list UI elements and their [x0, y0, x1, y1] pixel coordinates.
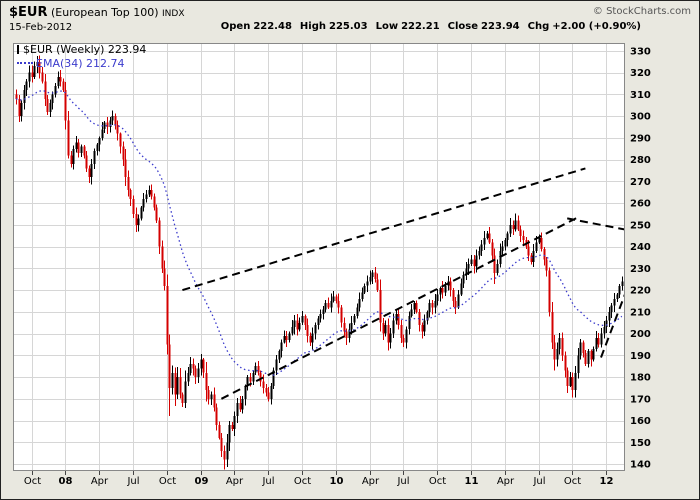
svg-text:08: 08	[59, 476, 73, 487]
svg-text:09: 09	[195, 476, 209, 487]
svg-text:250: 250	[630, 220, 651, 231]
grid-lines	[13, 43, 625, 471]
svg-text:Jul: Jul	[532, 476, 545, 487]
chart-date: 15-Feb-2012	[9, 22, 73, 33]
svg-text:220: 220	[630, 286, 651, 297]
ema-line-icon	[17, 62, 33, 64]
svg-text:Oct: Oct	[24, 476, 41, 487]
svg-text:Jul: Jul	[261, 476, 274, 487]
svg-text:140: 140	[630, 460, 651, 471]
trendlines	[182, 167, 625, 400]
svg-text:240: 240	[630, 242, 651, 253]
svg-text:Apr: Apr	[497, 476, 515, 487]
svg-text:320: 320	[630, 68, 651, 79]
title-line: $EUR (European Top 100) INDX	[9, 5, 185, 20]
svg-text:200: 200	[630, 329, 651, 340]
svg-text:310: 310	[630, 90, 651, 101]
symbol: $EUR	[9, 5, 48, 20]
symbol-name: (European Top 100)	[51, 6, 159, 19]
svg-text:Apr: Apr	[362, 476, 380, 487]
svg-text:170: 170	[630, 394, 651, 405]
svg-text:Oct: Oct	[294, 476, 311, 487]
svg-text:270: 270	[630, 177, 651, 188]
svg-text:Jul: Jul	[126, 476, 139, 487]
svg-text:180: 180	[630, 373, 651, 384]
header-left: $EUR (European Top 100) INDX 15-Feb-2012	[9, 5, 185, 33]
svg-text:150: 150	[630, 438, 651, 449]
chg-label: Chg	[527, 21, 550, 32]
low-label: Low	[375, 21, 399, 32]
svg-text:330: 330	[630, 47, 651, 58]
candle-icon	[17, 45, 19, 54]
y-axis-labels: 140 150 160 170 180 190 200 210 220 230 240 250 260 2…	[630, 47, 651, 471]
legend-ema-row: EMA(34) 212.74	[17, 57, 146, 71]
svg-text:230: 230	[630, 264, 651, 275]
svg-text:Oct: Oct	[564, 476, 581, 487]
close-value: 223.94	[481, 21, 520, 32]
svg-text:160: 160	[630, 416, 651, 427]
svg-text:Oct: Oct	[429, 476, 446, 487]
candlesticks	[15, 55, 624, 470]
close-label: Close	[447, 21, 479, 32]
legend-main-row: $EUR (Weekly) 223.94	[17, 43, 146, 57]
legend-main-label: $EUR (Weekly) 223.94	[23, 43, 147, 56]
open-value: 222.48	[253, 21, 292, 32]
legend-ema-label: EMA(34) 212.74	[36, 57, 125, 70]
svg-text:210: 210	[630, 307, 651, 318]
high-value: 225.03	[328, 21, 368, 32]
svg-text:260: 260	[630, 199, 651, 210]
price-chart: 140 150 160 170 180 190 200 210 220 230 240 250 260 2…	[13, 43, 651, 487]
quote-line: Open 222.48 High 225.03 Low 222.21 Close 223.94…	[221, 21, 649, 32]
svg-text:Apr: Apr	[226, 476, 244, 487]
svg-text:Jul: Jul	[396, 476, 409, 487]
open-label: Open	[220, 21, 251, 32]
chg-value: +2.00 (+0.90%)	[552, 21, 641, 32]
svg-text:280: 280	[630, 155, 651, 166]
svg-text:190: 190	[630, 351, 651, 362]
svg-text:290: 290	[630, 134, 651, 145]
svg-text:10: 10	[330, 476, 344, 487]
svg-text:12: 12	[600, 476, 614, 487]
svg-text:Oct: Oct	[159, 476, 176, 487]
copyright: © StockCharts.com	[592, 6, 691, 17]
svg-text:11: 11	[465, 476, 479, 487]
chart-legend: $EUR (Weekly) 223.94 EMA(34) 212.74	[17, 43, 146, 71]
svg-text:Apr: Apr	[91, 476, 109, 487]
high-label: High	[299, 21, 326, 32]
exchange: INDX	[162, 9, 185, 19]
plot-border	[13, 43, 625, 471]
svg-text:300: 300	[630, 112, 651, 123]
x-axis-labels: Oct 08 Apr Jul Oct 09 Apr Jul Oct 10 Apr Jul Oct 11 Ap…	[24, 471, 614, 487]
low-value: 222.21	[401, 21, 440, 32]
